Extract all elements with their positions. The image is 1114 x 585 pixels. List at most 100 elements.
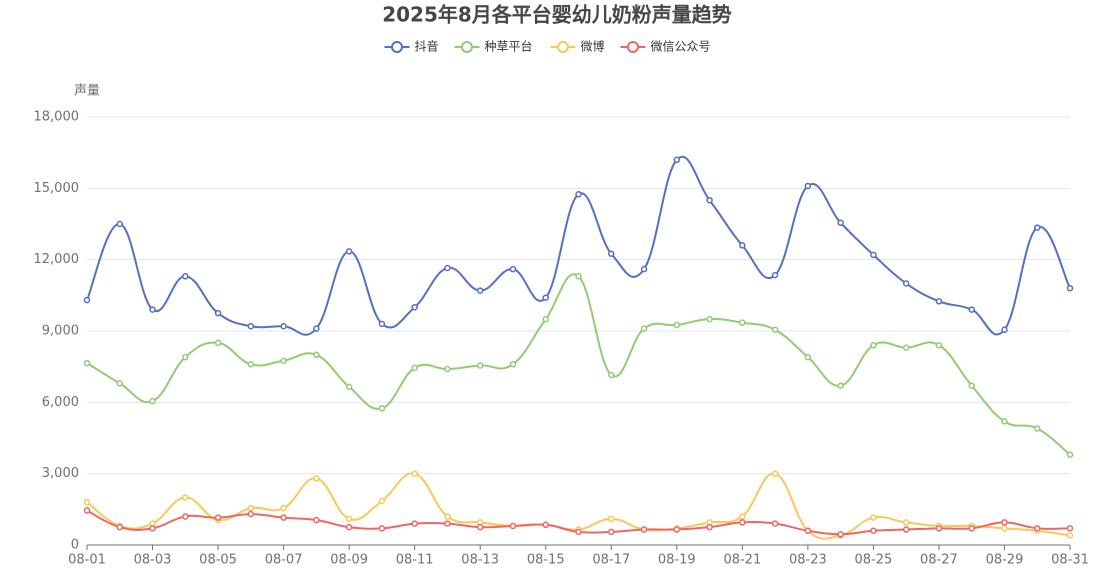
data-point xyxy=(182,513,189,520)
data-point xyxy=(608,250,615,257)
data-point xyxy=(411,470,418,477)
data-point xyxy=(149,397,156,405)
data-point xyxy=(214,339,222,347)
data-point xyxy=(1001,525,1008,532)
data-point xyxy=(83,507,91,514)
x-tick-label: 08-05 xyxy=(199,553,237,568)
data-point xyxy=(83,498,91,506)
data-point xyxy=(673,156,681,164)
data-point xyxy=(870,514,877,521)
data-point xyxy=(870,527,877,534)
legend-label: 种草平台 xyxy=(485,39,533,54)
data-point xyxy=(706,315,713,323)
data-point xyxy=(870,251,877,259)
data-point xyxy=(509,361,517,368)
data-point xyxy=(608,515,615,523)
data-point xyxy=(476,287,484,294)
data-point xyxy=(313,475,320,482)
y-tick-label: 0 xyxy=(71,538,79,553)
legend-marker xyxy=(391,41,403,53)
x-tick-label: 08-03 xyxy=(134,553,172,568)
data-point xyxy=(673,321,681,329)
data-point xyxy=(280,514,287,521)
data-point xyxy=(1033,224,1041,231)
data-point xyxy=(640,526,648,533)
data-point xyxy=(280,322,287,330)
data-point xyxy=(870,342,877,349)
data-point xyxy=(378,405,386,412)
data-point xyxy=(804,527,812,534)
series-line xyxy=(86,273,1071,456)
data-point xyxy=(280,504,287,512)
x-tick-label: 08-31 xyxy=(1051,553,1089,568)
data-point xyxy=(313,325,320,332)
x-tick-label: 08-09 xyxy=(330,553,368,568)
data-point xyxy=(444,365,451,373)
data-point xyxy=(83,296,91,304)
data-point xyxy=(378,320,386,328)
data-point xyxy=(771,271,779,279)
y-tick-label: 3,000 xyxy=(42,466,79,481)
data-point xyxy=(968,306,975,313)
x-tick-label: 08-27 xyxy=(920,553,958,568)
x-tick-label: 08-13 xyxy=(461,553,499,568)
legend-marker xyxy=(461,41,473,53)
data-point xyxy=(706,196,713,204)
legend-item: 微博 xyxy=(550,39,605,54)
data-point xyxy=(739,319,746,326)
data-point xyxy=(378,525,386,532)
data-point xyxy=(214,309,222,317)
x-tick-label: 08-01 xyxy=(68,553,106,568)
data-point xyxy=(411,303,418,311)
legend-label: 抖音 xyxy=(415,39,439,54)
x-tick-label: 08-11 xyxy=(396,553,434,568)
data-point xyxy=(902,526,910,533)
data-point xyxy=(476,362,484,369)
legend-item: 微信公众号 xyxy=(620,40,711,54)
data-point xyxy=(837,219,844,227)
data-point xyxy=(116,523,124,531)
data-point xyxy=(902,280,910,287)
y-tick-label: 15,000 xyxy=(34,181,80,196)
x-tick-label: 08-29 xyxy=(986,553,1024,568)
data-point xyxy=(149,525,156,532)
data-point xyxy=(1001,326,1008,334)
data-point xyxy=(837,382,844,389)
data-point xyxy=(149,306,156,313)
data-point xyxy=(804,353,812,361)
data-point xyxy=(313,516,320,524)
data-point xyxy=(640,265,648,273)
data-point xyxy=(476,523,484,531)
data-point xyxy=(935,525,943,532)
data-point xyxy=(575,528,582,536)
data-point xyxy=(509,522,517,530)
series-line xyxy=(86,155,1071,336)
data-point xyxy=(1066,284,1074,292)
data-point xyxy=(608,371,615,379)
x-tick-label: 08-17 xyxy=(592,553,630,568)
data-point xyxy=(1001,519,1008,526)
data-point xyxy=(575,273,582,280)
legend-label: 微博 xyxy=(581,39,605,54)
data-point xyxy=(378,497,386,505)
data-point xyxy=(411,520,418,527)
data-point xyxy=(444,513,451,520)
data-point xyxy=(1066,525,1074,532)
data-point xyxy=(444,264,451,272)
data-point xyxy=(542,521,549,529)
data-point xyxy=(837,531,844,538)
data-point xyxy=(247,322,255,330)
data-point xyxy=(739,242,746,249)
y-tick-label: 9,000 xyxy=(42,324,79,339)
data-point xyxy=(345,523,353,531)
data-point xyxy=(116,220,124,228)
x-tick-label: 08-25 xyxy=(855,553,893,568)
x-tick-label: 08-07 xyxy=(265,553,303,568)
data-point xyxy=(968,525,975,532)
data-point xyxy=(214,514,222,521)
data-point xyxy=(247,510,255,518)
data-point xyxy=(444,520,451,527)
data-point xyxy=(739,519,746,526)
data-point xyxy=(345,383,353,391)
y-tick-label: 12,000 xyxy=(34,252,80,267)
